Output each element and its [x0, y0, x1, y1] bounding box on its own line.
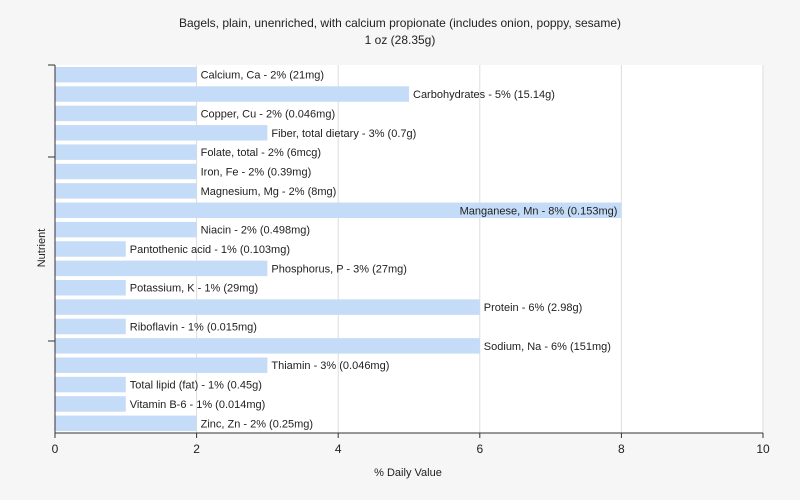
x-axis-label: % Daily Value: [374, 467, 442, 479]
bar-label: Protein - 6% (2.98g): [484, 302, 582, 314]
y-axis-label: Nutrient: [36, 229, 48, 268]
bar-label: Manganese, Mn - 8% (0.153mg): [460, 205, 618, 217]
bar: [55, 338, 480, 354]
bar-label: Zinc, Zn - 2% (0.25mg): [201, 418, 313, 430]
bar: [55, 66, 197, 83]
bar-label: Thiamin - 3% (0.046mg): [271, 360, 389, 372]
bar-label: Carbohydrates - 5% (15.14g): [413, 89, 555, 101]
bar-label: Copper, Cu - 2% (0.046mg): [201, 108, 336, 120]
bar-label: Pantothenic acid - 1% (0.103mg): [130, 244, 290, 256]
bar: [55, 105, 197, 122]
axes: 0 2 4 6 8 10: [48, 64, 770, 456]
bar: [55, 241, 126, 257]
x-tick-label: 8: [618, 442, 625, 456]
bar-label: Riboflavin - 1% (0.015mg): [130, 321, 257, 333]
bar: [55, 376, 126, 393]
bar-label: Iron, Fe - 2% (0.39mg): [201, 167, 312, 179]
x-tick-label: 4: [335, 442, 342, 456]
bar-label: Niacin - 2% (0.498mg): [201, 225, 310, 237]
x-tick-label: 10: [756, 442, 770, 456]
bar: [55, 144, 197, 160]
bar: [55, 396, 126, 412]
x-tick-label: 6: [476, 442, 483, 456]
bar: [55, 260, 268, 277]
bar-label: Calcium, Ca - 2% (21mg): [201, 70, 324, 82]
bar-label: Folate, total - 2% (6mcg): [201, 147, 321, 159]
bar: [55, 221, 197, 238]
bar: [55, 86, 409, 102]
x-tick-label: 2: [193, 442, 200, 456]
bar-label: Fiber, total dietary - 3% (0.7g): [271, 128, 416, 140]
chart-subtitle: 1 oz (28.35g): [365, 33, 436, 47]
bar: [55, 279, 126, 296]
x-tick-label: 0: [52, 442, 59, 456]
bar: [55, 125, 268, 141]
bar-label: Potassium, K - 1% (29mg): [130, 283, 258, 295]
bar-label: Vitamin B-6 - 1% (0.014mg): [130, 399, 266, 411]
chart-title: Bagels, plain, unenriched, with calcium …: [179, 16, 621, 30]
bar-label: Phosphorus, P - 3% (27mg): [271, 263, 407, 275]
bar-label: Sodium, Na - 6% (151mg): [484, 341, 611, 353]
bar: [55, 299, 480, 315]
bar: [55, 357, 268, 373]
bars: Calcium, Ca - 2% (21mg) Carbohydrates - 5…: [55, 66, 622, 432]
bar: [55, 202, 622, 219]
bar-label: Total lipid (fat) - 1% (0.45g): [130, 380, 262, 392]
bar: [55, 163, 197, 180]
bar: [55, 415, 197, 432]
bar-label: Magnesium, Mg - 2% (8mg): [201, 186, 337, 198]
bar: [55, 318, 126, 335]
bar: [55, 183, 197, 199]
